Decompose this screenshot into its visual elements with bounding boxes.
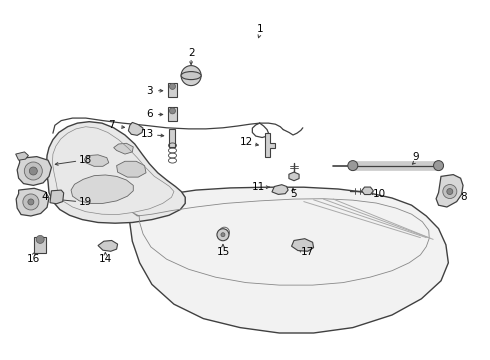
Text: 10: 10 [373,189,386,199]
Circle shape [36,235,44,243]
Circle shape [443,185,457,198]
Text: 19: 19 [79,197,93,207]
Polygon shape [292,239,314,251]
Circle shape [181,66,201,86]
Circle shape [348,161,358,171]
Polygon shape [50,190,64,204]
Text: 13: 13 [140,129,154,139]
Polygon shape [114,143,133,154]
Polygon shape [47,122,185,223]
Circle shape [221,233,225,237]
Text: 15: 15 [216,247,230,257]
Text: 3: 3 [146,86,153,96]
Bar [34,237,46,253]
Circle shape [170,84,175,89]
Polygon shape [265,133,275,157]
Polygon shape [436,175,463,207]
Text: 7: 7 [108,120,115,130]
Bar [170,129,175,147]
Ellipse shape [181,72,201,80]
Polygon shape [362,187,373,194]
Polygon shape [16,152,28,160]
Circle shape [24,162,42,180]
Circle shape [28,199,34,205]
Text: 6: 6 [146,109,153,120]
Polygon shape [272,185,288,194]
Circle shape [447,189,453,194]
Text: 17: 17 [301,247,315,257]
Text: 14: 14 [98,254,112,264]
Polygon shape [16,188,49,216]
Circle shape [170,108,175,114]
Text: 2: 2 [188,48,195,58]
Polygon shape [117,161,146,177]
Text: 8: 8 [460,192,467,202]
Text: 5: 5 [290,189,296,199]
Text: 9: 9 [412,152,419,162]
Text: 18: 18 [79,155,93,165]
Text: 1: 1 [256,24,263,34]
Bar [168,108,177,121]
Polygon shape [84,155,109,166]
Circle shape [222,230,226,234]
Polygon shape [128,122,143,135]
Polygon shape [71,175,133,203]
Circle shape [434,161,443,171]
Text: 12: 12 [239,137,253,147]
Circle shape [187,72,195,80]
Bar [168,83,177,97]
Text: 16: 16 [26,254,40,264]
Polygon shape [289,172,299,181]
Circle shape [29,167,37,175]
Circle shape [23,194,39,210]
Polygon shape [98,240,118,251]
Circle shape [217,229,229,241]
Polygon shape [130,187,448,333]
Text: 11: 11 [252,182,266,192]
Polygon shape [17,157,51,185]
Text: 4: 4 [42,192,49,202]
